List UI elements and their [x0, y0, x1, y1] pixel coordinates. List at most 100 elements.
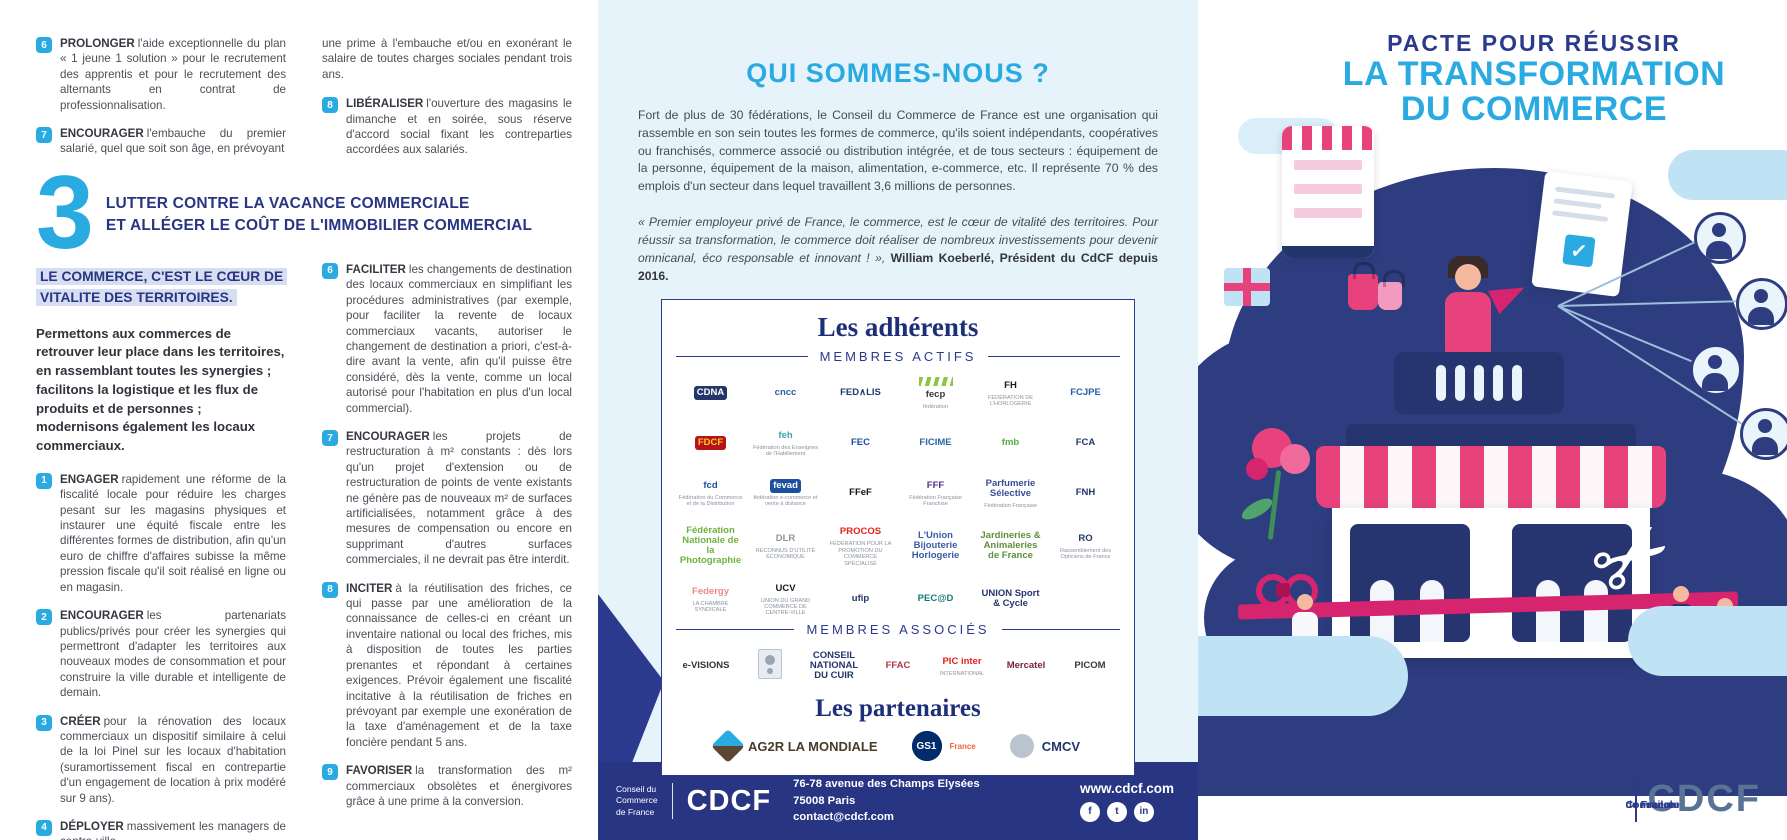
- measure-item: 9 FAVORISER la transformation des m² comm…: [322, 763, 572, 809]
- decorative-navy-wedge: [598, 594, 664, 762]
- member-logo-name: e-VISIONS: [682, 660, 730, 672]
- measure-item: 8 LIBÉRALISER l'ouverture des magasins le…: [322, 96, 572, 158]
- footer-address: 76-78 avenue des Champs Elysées 75008 Pa…: [793, 776, 980, 825]
- shelf-icon: [1294, 208, 1362, 218]
- measures-6-9: 6 FACILITER les changements de destinatio…: [322, 262, 572, 809]
- member-logo: Federgy LA CHAMBRE SYNDICALE: [678, 580, 744, 618]
- president-quote: « Premier employeur privé de France, le …: [638, 214, 1158, 285]
- item-number-badge: 8: [322, 97, 338, 114]
- member-logo: FEC: [848, 424, 873, 462]
- member-logo: FH FÉDÉRATION DE L'HORLOGERIE: [978, 374, 1044, 412]
- member-logo-subtext: LA CHAMBRE SYNDICALE: [692, 600, 729, 614]
- rule-line: [676, 629, 795, 631]
- associate-members-text: MEMBRES ASSOCIÉS: [806, 622, 990, 638]
- member-logo: Jardineries & Animaleries de France: [976, 527, 1045, 565]
- member-logo-name: RO: [1078, 532, 1093, 544]
- measure-item: 1 ENGAGER rapidement une réforme de la fi…: [36, 472, 286, 595]
- member-logo: PIC inter INTERNATIONAL: [939, 647, 984, 685]
- item-number-badge: 6: [322, 262, 338, 279]
- partners-row: AG2R LA MONDIALE GS1 France CMCV: [676, 729, 1120, 764]
- cdcf-logo-cover: Conseil du Commerce de France CDCF: [1625, 776, 1761, 822]
- member-logo: fmb: [999, 424, 1022, 462]
- flower-petal: [1280, 444, 1310, 474]
- associate-members-grid: e-VISIONS CONSEIL NATIONAL DU CUIR: [676, 647, 1120, 685]
- balcony-baluster: [1436, 365, 1446, 401]
- item-number-badge: 9: [322, 764, 338, 781]
- member-logo-name: FFAC: [885, 660, 911, 672]
- member-logo-name: DLR: [775, 532, 796, 544]
- cover-title-main-line1: LA TRANSFORMATION: [1342, 55, 1726, 93]
- cdcf-wordmark: CDCF: [1647, 777, 1761, 820]
- twitter-icon[interactable]: t: [1106, 801, 1127, 822]
- member-logo-name: FED∧LIS: [840, 387, 881, 399]
- measure-continuation: une prime à l'embauche et/ou en exonéran…: [322, 37, 572, 81]
- gift-box-icon: [1224, 268, 1270, 306]
- shelf-icon: [1294, 160, 1362, 170]
- member-logo-subtext: Rassemblement des Opticiens de France: [1060, 547, 1111, 561]
- member-logo: FNH: [1073, 474, 1099, 512]
- measure-text: ENGAGER rapidement une réforme de la fisc…: [60, 472, 286, 594]
- member-logo-name: cncc: [774, 387, 797, 399]
- member-logo-name: FDCF: [694, 436, 727, 451]
- member-logo: Parfumerie Sélective Fédération Français…: [976, 474, 1045, 512]
- person-head: [1297, 594, 1313, 610]
- member-logo-name: PEC@D: [917, 593, 954, 605]
- member-logo-subtext: Fédération du Commerce et de la Distribu…: [678, 494, 743, 508]
- cover-org-line1: Conseil du: [1625, 799, 1680, 811]
- item-number-badge: 1: [36, 472, 52, 489]
- website-link[interactable]: www.cdcf.com: [1079, 780, 1174, 796]
- member-logo-name: feh: [778, 429, 793, 441]
- cover-org-line2: Commerce: [1625, 799, 1680, 811]
- rule-line: [676, 356, 808, 358]
- mannequin-icon: [1584, 580, 1608, 642]
- announcer-person-body: [1445, 292, 1491, 354]
- contact-email[interactable]: contact@cdcf.com: [793, 811, 894, 824]
- avatar-icon: [1736, 278, 1787, 330]
- partner-logo: GS1 France: [911, 731, 976, 762]
- member-logo-name: fmb: [1001, 437, 1020, 449]
- member-logo-name: FCJPE: [1070, 387, 1101, 399]
- member-logo-subtext: Fédération Française: [984, 503, 1037, 510]
- item-number-badge: 7: [36, 127, 52, 144]
- linkedin-icon[interactable]: in: [1133, 801, 1154, 822]
- cloud-shape: [1668, 150, 1787, 200]
- quote-text: « Premier employeur privé de France, le …: [638, 215, 1158, 265]
- measures-1-5: 1 ENGAGER rapidement une réforme de la fi…: [36, 472, 286, 840]
- facebook-icon[interactable]: f: [1079, 801, 1100, 822]
- network-lines: [1557, 235, 1754, 432]
- member-logo: DLR RECONNUS D'UTILITÉ ÉCONOMIQUE: [753, 527, 819, 565]
- cdcf-logo-footer: CDCF: [686, 784, 772, 817]
- balcony-baluster: [1474, 365, 1484, 401]
- left-panel: 6 PROLONGER l'aide exceptionnelle du plan…: [0, 0, 598, 840]
- member-logo: fevad fédération e-commerce et vente à d…: [753, 474, 819, 512]
- quote-attribution: William Koeberlé, Président du CdCF depu…: [638, 250, 1158, 283]
- measure-text: ENCOURAGER les projets de restructuration…: [346, 430, 572, 567]
- member-logo-name: PICOM: [1074, 660, 1106, 672]
- balcony-illustration: [1394, 352, 1564, 414]
- highlight-wrap: LE COMMERCE, C'EST LE CŒUR DE VITALITE D…: [36, 266, 288, 309]
- measure-text: CRÉER pour la rénovation des locaux comme…: [60, 714, 286, 805]
- member-logo: fecp fédération: [918, 374, 953, 412]
- cover-title: PACTE POUR RÉUSSIR LA TRANSFORMATION DU …: [1314, 30, 1754, 128]
- item-number-badge: 2: [36, 609, 52, 626]
- section-3-col2: 6 FACILITER les changements de destinatio…: [322, 262, 572, 840]
- member-logo: feh Fédération des Enseignes de l'Habill…: [753, 424, 819, 462]
- partner-logo-name: GS1: [911, 731, 942, 762]
- rule-line: [988, 356, 1121, 358]
- flower-illustration: [1238, 428, 1322, 548]
- member-logo-subtext: fédération e-commerce et vente à distanc…: [753, 494, 818, 508]
- member-logo-subtext: fédération: [923, 403, 948, 410]
- rule-line: [1001, 629, 1120, 631]
- member-logo-subtext: UNION DU GRAND COMMERCE DE CENTRE-VILLE: [760, 597, 811, 617]
- mobile-shop-illustration: [1282, 126, 1374, 258]
- member-logo: FCJPE: [1067, 374, 1104, 412]
- top-measures-grid: 6 PROLONGER l'aide exceptionnelle du plan…: [36, 36, 598, 171]
- partner-logo: CMCV: [1009, 734, 1080, 759]
- member-logo: FICIME: [916, 424, 954, 462]
- cover-title-main-line2: DU COMMERCE: [1400, 90, 1668, 129]
- section-heading: LUTTER CONTRE LA VACANCE COMMERCIALE ET …: [106, 173, 532, 254]
- member-logo-name: FCA: [1075, 437, 1096, 449]
- about-paragraph: Fort de plus de 30 fédérations, le Conse…: [638, 108, 1158, 194]
- top-column-1: 6 PROLONGER l'aide exceptionnelle du plan…: [36, 36, 286, 171]
- gift-ribbon: [1224, 283, 1270, 291]
